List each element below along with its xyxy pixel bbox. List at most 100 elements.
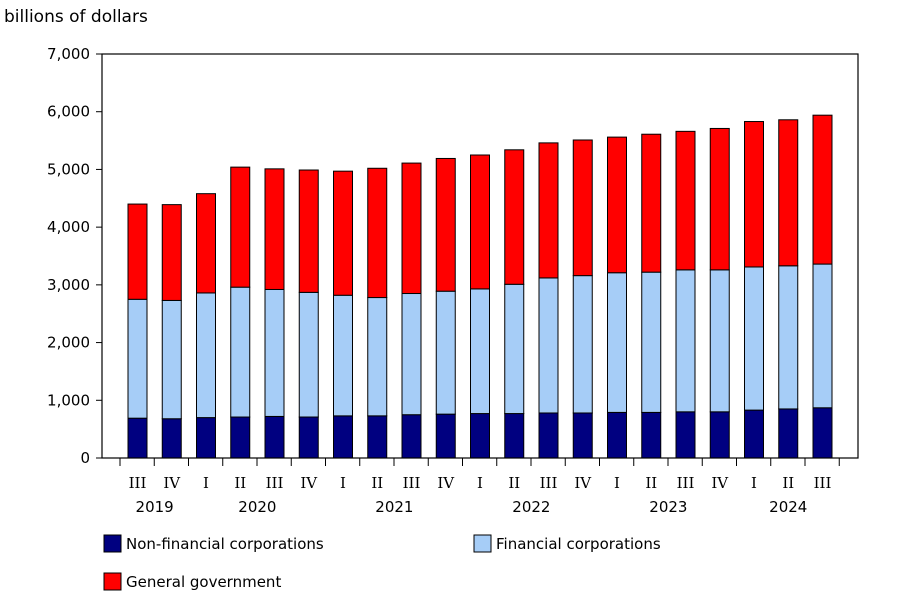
year-label-2023: 2023 — [649, 498, 687, 516]
bar-financial-corporations-9 — [435, 290, 456, 415]
bar-financial-corporations-20 — [812, 263, 833, 409]
legend-swatch-general-government — [103, 572, 122, 591]
bar-non-financial-corporations-16 — [675, 411, 696, 459]
legend: Non-financial corporations Financial corp… — [103, 534, 661, 591]
x-tick-label-17: IV — [711, 474, 729, 492]
x-tick-label-2: I — [203, 474, 209, 492]
bar-general-government-7 — [367, 167, 388, 299]
bar-general-government-11 — [504, 149, 525, 285]
x-tick-label-16: III — [677, 474, 695, 492]
bar-general-government-15 — [641, 133, 662, 273]
bar-non-financial-corporations-4 — [264, 415, 285, 459]
bar-non-financial-corporations-11 — [504, 413, 525, 459]
bar-financial-corporations-1 — [161, 299, 182, 420]
bar-general-government-12 — [538, 142, 559, 279]
legend-swatch-financial-corporations — [473, 534, 492, 553]
bar-financial-corporations-11 — [504, 283, 525, 415]
bar-non-financial-corporations-7 — [367, 415, 388, 459]
bar-financial-corporations-5 — [298, 291, 319, 418]
bar-general-government-16 — [675, 130, 696, 271]
legend-swatch-non-financial-corporations — [103, 534, 122, 553]
year-label-2019: 2019 — [136, 498, 174, 516]
x-tick-label-19: II — [782, 474, 794, 492]
bar-non-financial-corporations-10 — [470, 413, 490, 459]
bar-financial-corporations-14 — [607, 272, 627, 413]
bar-general-government-19 — [778, 119, 799, 267]
bar-general-government-1 — [161, 204, 182, 301]
year-label-2022: 2022 — [512, 498, 550, 516]
bar-general-government-10 — [470, 154, 490, 290]
bar-general-government-13 — [572, 139, 593, 277]
bar-non-financial-corporations-9 — [435, 413, 456, 459]
x-tick-label-20: III — [814, 474, 832, 492]
bar-non-financial-corporations-1 — [161, 418, 182, 459]
x-tick-label-12: III — [540, 474, 558, 492]
y-tick-label-6: 6,000 — [47, 103, 90, 121]
bars-layer — [127, 114, 833, 459]
bar-non-financial-corporations-18 — [744, 409, 764, 459]
y-tick-label-2: 2,000 — [47, 334, 90, 352]
y-tick-label-5: 5,000 — [47, 160, 90, 178]
bar-financial-corporations-13 — [572, 275, 593, 414]
x-tick-label-7: II — [371, 474, 383, 492]
plot-frame — [101, 53, 859, 459]
y-tick-label-1: 1,000 — [47, 391, 90, 409]
year-label-2020: 2020 — [238, 498, 276, 516]
bar-financial-corporations-2 — [196, 292, 216, 419]
x-tick-label-10: I — [477, 474, 483, 492]
x-tick-label-8: III — [403, 474, 421, 492]
x-tick-label-18: I — [751, 474, 757, 492]
bar-non-financial-corporations-5 — [298, 416, 319, 459]
x-tick-label-4: III — [266, 474, 284, 492]
x-tick-label-0: III — [129, 474, 147, 492]
y-axis: 0 1,000 2,000 3,000 4,000 5,000 6,000 7,000 — [47, 45, 102, 467]
year-label-2024: 2024 — [769, 498, 807, 516]
bar-financial-corporations-18 — [744, 266, 764, 411]
bar-non-financial-corporations-12 — [538, 412, 559, 459]
x-tick-label-13: IV — [574, 474, 592, 492]
x-tick-label-3: II — [234, 474, 246, 492]
bar-non-financial-corporations-13 — [572, 412, 593, 459]
bar-general-government-4 — [264, 168, 285, 290]
bar-general-government-20 — [812, 114, 833, 265]
bar-general-government-2 — [196, 193, 216, 294]
bar-non-financial-corporations-8 — [401, 414, 422, 459]
y-tick-label-4: 4,000 — [47, 218, 90, 236]
x-tick-label-1: IV — [163, 474, 181, 492]
bar-general-government-17 — [709, 127, 730, 271]
bar-general-government-5 — [298, 169, 319, 293]
bar-non-financial-corporations-14 — [607, 411, 627, 459]
x-tick-label-5: IV — [300, 474, 318, 492]
legend-label-general-government: General government — [126, 573, 281, 591]
bar-non-financial-corporations-20 — [812, 407, 833, 459]
bar-non-financial-corporations-19 — [778, 408, 799, 459]
bar-general-government-3 — [230, 166, 251, 288]
legend-label-financial-corporations: Financial corporations — [496, 535, 661, 553]
bar-non-financial-corporations-0 — [127, 417, 148, 459]
y-axis-unit-label: billions of dollars — [4, 7, 148, 27]
bar-financial-corporations-19 — [778, 265, 799, 410]
x-tick-label-6: I — [340, 474, 346, 492]
x-tick-label-15: II — [645, 474, 657, 492]
bar-non-financial-corporations-15 — [641, 411, 662, 459]
y-tick-label-0: 0 — [80, 449, 90, 467]
bar-general-government-18 — [744, 121, 764, 268]
bar-financial-corporations-17 — [709, 269, 730, 413]
bar-financial-corporations-0 — [127, 298, 148, 419]
bar-general-government-9 — [435, 157, 456, 292]
bar-financial-corporations-16 — [675, 269, 696, 413]
bar-non-financial-corporations-3 — [230, 416, 251, 459]
bar-general-government-14 — [607, 136, 627, 274]
bar-general-government-8 — [401, 162, 422, 295]
x-tick-label-11: II — [508, 474, 520, 492]
year-label-2021: 2021 — [375, 498, 413, 516]
bar-financial-corporations-12 — [538, 277, 559, 414]
y-tick-label-3: 3,000 — [47, 276, 90, 294]
bar-non-financial-corporations-6 — [333, 415, 353, 459]
x-tick-label-9: IV — [437, 474, 455, 492]
bar-general-government-6 — [333, 170, 353, 296]
bar-financial-corporations-10 — [470, 288, 490, 415]
y-tick-label-7: 7,000 — [47, 45, 90, 63]
legend-label-non-financial-corporations: Non-financial corporations — [126, 535, 324, 553]
